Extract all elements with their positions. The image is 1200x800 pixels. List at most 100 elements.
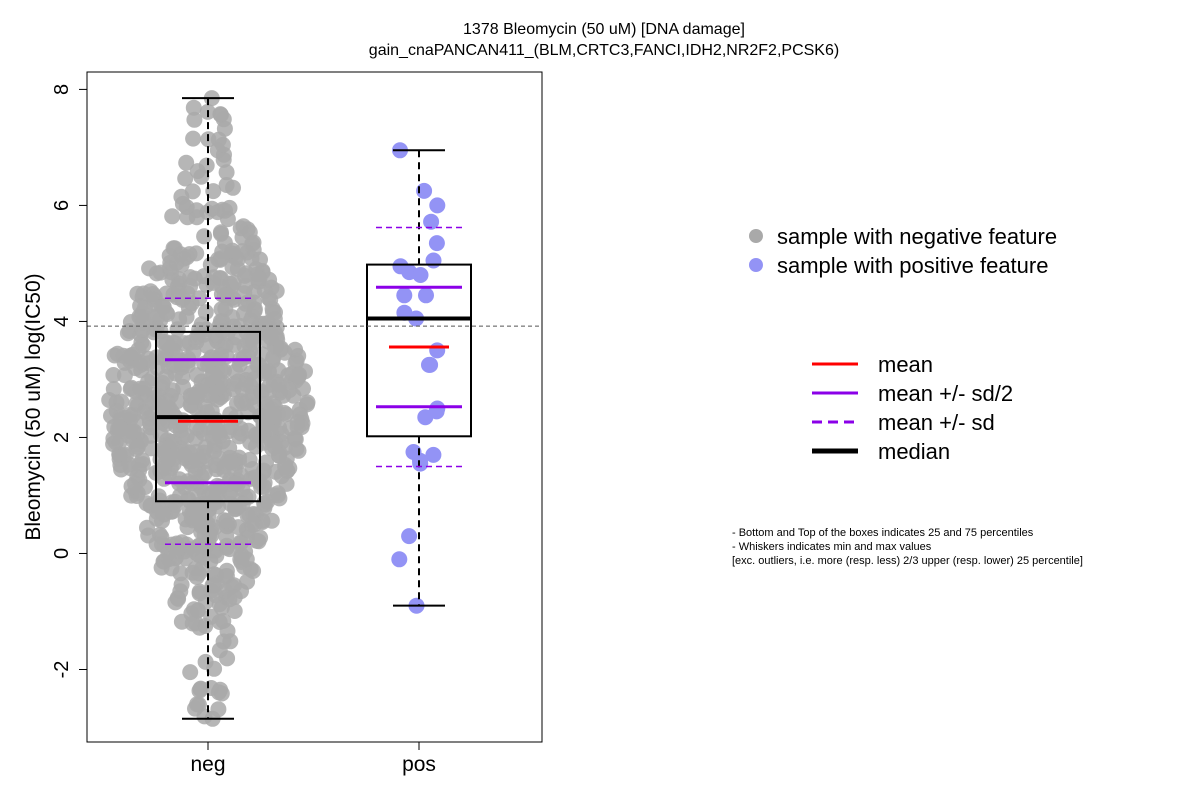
neg-point [190,452,207,469]
pos-point [428,235,445,252]
neg-point [262,329,279,346]
neg-point [227,498,244,515]
neg-point [184,615,201,632]
neg-point [118,446,134,463]
x-axis: neg pos [190,741,436,776]
neg-point [272,341,289,358]
neg-point [178,428,195,444]
neg-point [145,286,161,302]
neg-point [173,359,190,376]
neg-point [256,495,273,512]
neg-point [177,170,194,187]
neg-point [185,99,202,116]
neg-point [198,321,215,338]
neg-point [217,568,234,585]
neg-point [188,209,205,226]
neg-point [218,164,235,181]
neg-point [264,300,281,317]
neg-point [161,400,178,417]
neg-point [263,512,280,529]
neg-point [287,431,304,448]
neg-point [169,321,186,338]
neg-point [174,195,191,212]
chart-title: 1378 Bleomycin (50 uM) [DNA damage] [463,21,745,38]
box [366,263,472,438]
pos-point [429,197,446,214]
y-tick-label: 6 [51,200,73,211]
neg-point [156,470,172,487]
neg-point [158,285,175,302]
y-axis-label: Bleomycin (50 uM) log(IC50) [22,273,45,540]
pos-point [416,182,433,199]
neg-point [293,419,310,436]
neg-point [270,362,287,379]
neg-point [188,569,205,585]
neg-point [154,375,171,391]
legend-line-label: median [878,439,950,464]
neg-point [200,387,217,404]
neg-point [182,664,199,681]
neg-point [252,529,269,546]
neg-point [123,379,140,396]
neg-point [267,435,283,451]
y-tick-label: 0 [51,548,73,559]
neg-point [129,438,146,455]
notes: - Bottom and Top of the boxes indicates … [732,527,1083,567]
neg-point [132,326,149,343]
neg-point [162,264,179,281]
neg-point [291,366,308,383]
neg-point [216,287,233,304]
neg-point [205,183,222,200]
neg-point [241,451,258,468]
neg-point [105,381,122,397]
neg-point [124,346,141,363]
note-line: - Whiskers indicates min and max values [732,541,932,553]
neg-point [135,456,151,473]
neg-point [197,304,214,321]
neg-point [122,314,139,330]
neg-point [217,337,234,354]
legend-point-label: sample with positive feature [777,253,1048,278]
neg-point [218,539,235,556]
neg-point [218,512,235,529]
neg-point [148,536,165,553]
neg-point [238,265,255,282]
neg-point [218,177,235,193]
neg-point [217,202,233,219]
neg-point [179,473,196,490]
neg-point [213,225,229,242]
y-tick-label: 8 [51,84,73,95]
legend: sample with negative feature sample with … [749,224,1057,464]
note-line: - Bottom and Top of the boxes indicates … [732,527,1034,539]
x-tick-label: neg [190,753,225,776]
neg-point [153,559,170,576]
neg-point [251,270,268,287]
neg-point [113,393,130,410]
neg-point [196,228,213,245]
neg-point [161,448,178,465]
legend-line-label: mean [878,352,933,377]
neg-point [167,594,184,611]
legend-point-marker [749,258,763,272]
pos-point [396,287,413,304]
neg-point [139,350,156,367]
neg-point [232,220,249,237]
neg-point [127,360,144,377]
neg-point [196,526,213,543]
pos-point [425,252,442,269]
neg-point [210,701,227,718]
neg-point [123,478,140,495]
neg-point [206,660,223,677]
note-line: [exc. outliers, i.e. more (resp. less) 2… [732,555,1083,567]
neg-point [208,461,225,478]
neg-point [255,478,272,495]
neg-point [252,251,268,268]
neg-point [162,387,179,404]
neg-point [175,250,192,267]
neg-point [150,488,167,505]
neg-point [219,623,236,639]
neg-point [197,505,214,522]
neg-point [123,423,140,440]
boxes [155,97,472,720]
neg-point [186,111,203,128]
